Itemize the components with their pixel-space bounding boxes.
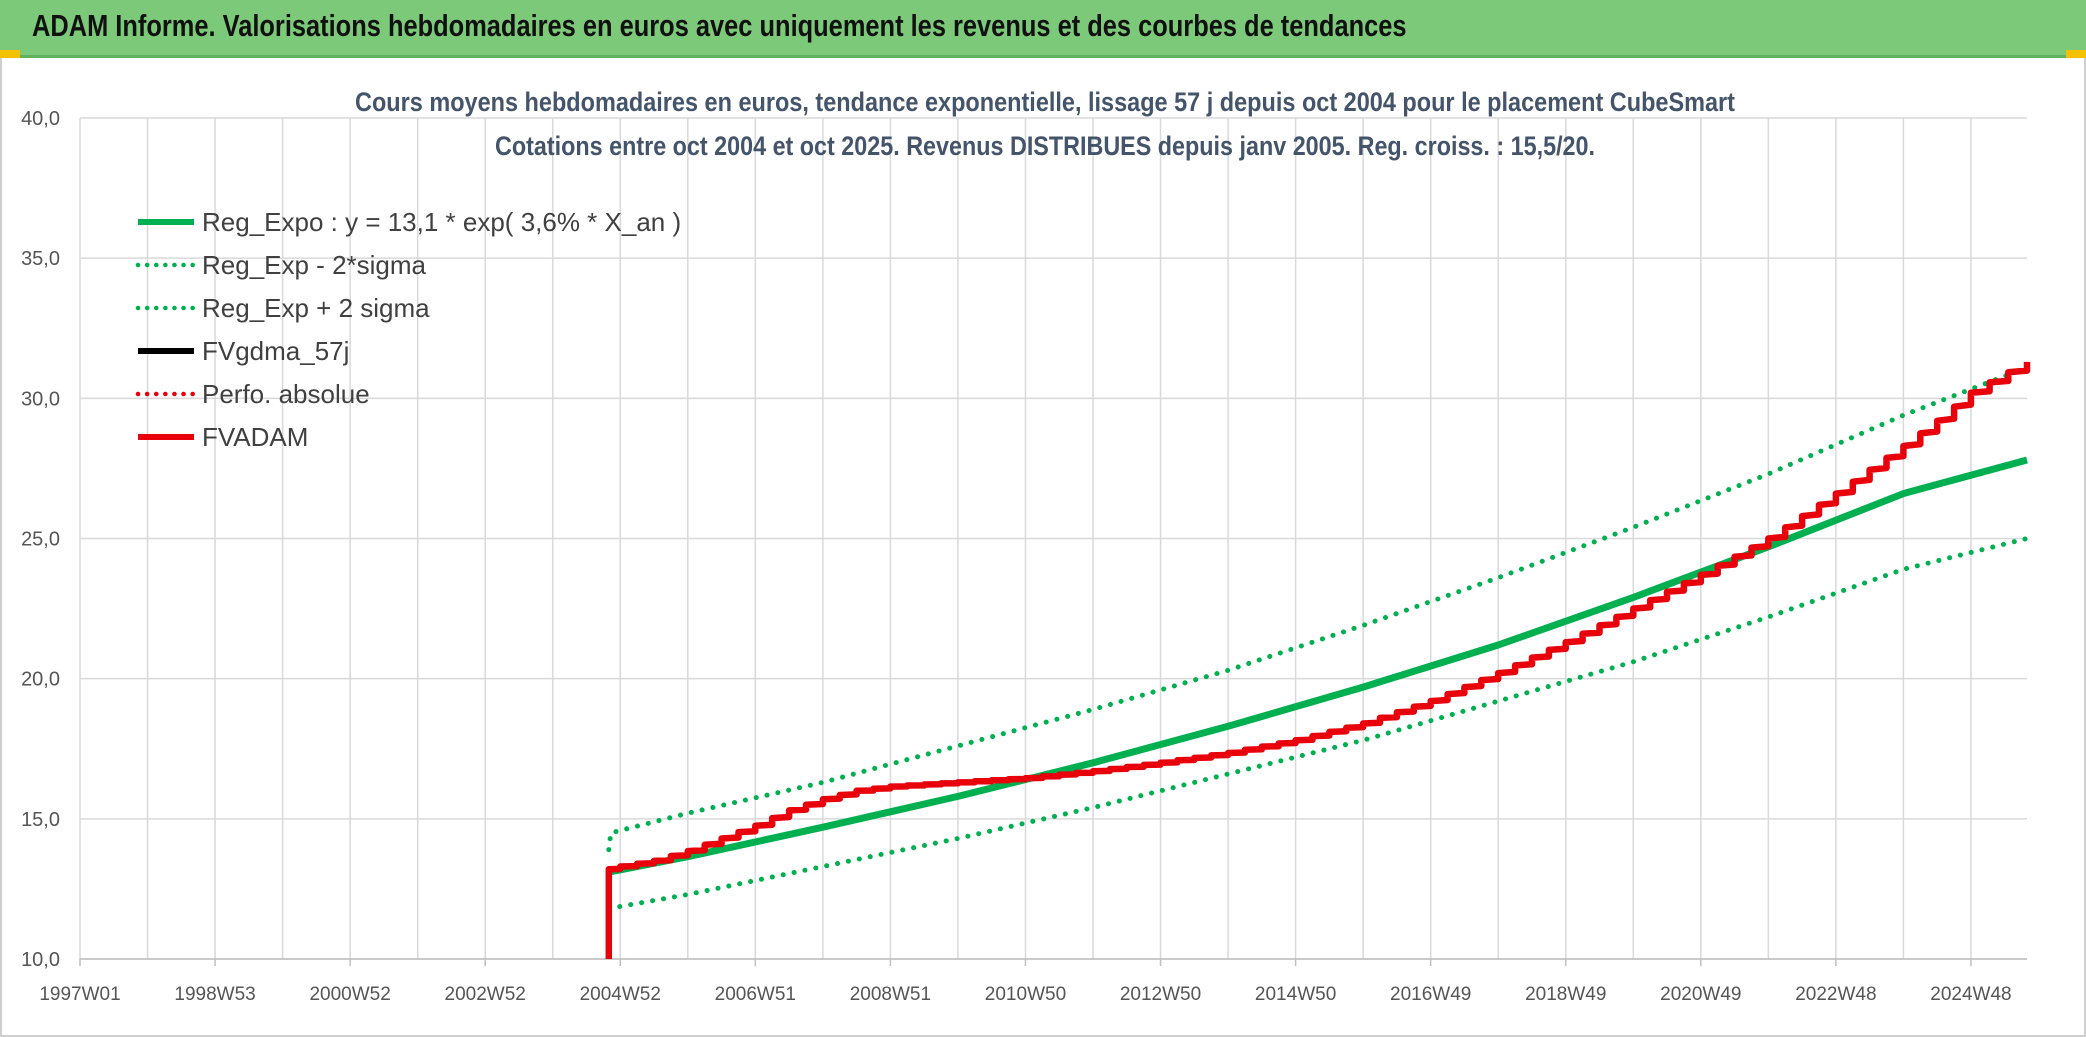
x-tick-label: 2024W48 [1930, 984, 2011, 1005]
y-tick-label: 25,0 [21, 529, 60, 551]
banner-title: ADAM Informe. Valorisations hebdomadaire… [32, 8, 1407, 43]
series-line-2 [606, 365, 2030, 853]
legend-label: Reg_Expo : y = 13,1 * exp( 3,6% * X_an ) [202, 207, 681, 237]
chart-subtitle: Cotations entre oct 2004 et oct 2025. Re… [495, 131, 1595, 161]
corner-marker-right [2066, 50, 2086, 58]
corner-marker-left [0, 50, 20, 58]
x-tick-label: 2016W49 [1390, 984, 1471, 1005]
x-tick-label: 2008W51 [850, 984, 931, 1005]
x-tick-label: 1998W53 [174, 984, 255, 1005]
x-tick-label: 2012W50 [1120, 984, 1201, 1005]
y-tick-label: 15,0 [21, 809, 60, 831]
x-tick-label: 2006W51 [715, 984, 796, 1005]
x-tick-label: 2004W52 [580, 984, 661, 1005]
axis-layer: 10,0 15,0 20,0 25,0 30,0 35,0 40,0 1997W01 1998W… [21, 108, 2027, 1005]
x-tick-label: 1997W01 [39, 984, 120, 1005]
x-tick-label: 2022W48 [1795, 984, 1876, 1005]
series-layer [605, 361, 2031, 959]
legend-label: FVADAM [202, 422, 308, 452]
x-tick-label: 2018W49 [1525, 984, 1606, 1005]
legend-label: Reg_Exp + 2 sigma [202, 293, 430, 323]
y-tick-label: 30,0 [21, 388, 60, 410]
chart-title: Cours moyens hebdomadaires en euros, ten… [355, 87, 1735, 117]
x-tick-label: 2000W52 [309, 984, 390, 1005]
chart-frame [0, 58, 2086, 1037]
x-tick-label: 2002W52 [445, 984, 526, 1005]
series-line-0 [608, 456, 2028, 876]
legend-label: Perfo. absolue [202, 379, 370, 409]
legend-label: FVgdma_57j [202, 336, 349, 366]
legend: Reg_Expo : y = 13,1 * exp( 3,6% * X_an )… [135, 207, 681, 452]
x-tick-label: 2010W50 [985, 984, 1066, 1005]
legend-label: Reg_Exp - 2*sigma [202, 250, 427, 280]
series-line-1 [606, 536, 2030, 911]
x-tick-label: 2014W50 [1255, 984, 1336, 1005]
y-tick-label: 40,0 [21, 108, 60, 130]
grid-layer [79, 117, 2027, 960]
y-tick-label: 20,0 [21, 669, 60, 691]
y-tick-label: 10,0 [21, 949, 60, 971]
x-tick-label: 2020W49 [1660, 984, 1741, 1005]
y-tick-label: 35,0 [21, 248, 60, 270]
series-line-5 [605, 361, 2031, 959]
title-banner: ADAM Informe. Valorisations hebdomadaire… [0, 0, 2086, 58]
